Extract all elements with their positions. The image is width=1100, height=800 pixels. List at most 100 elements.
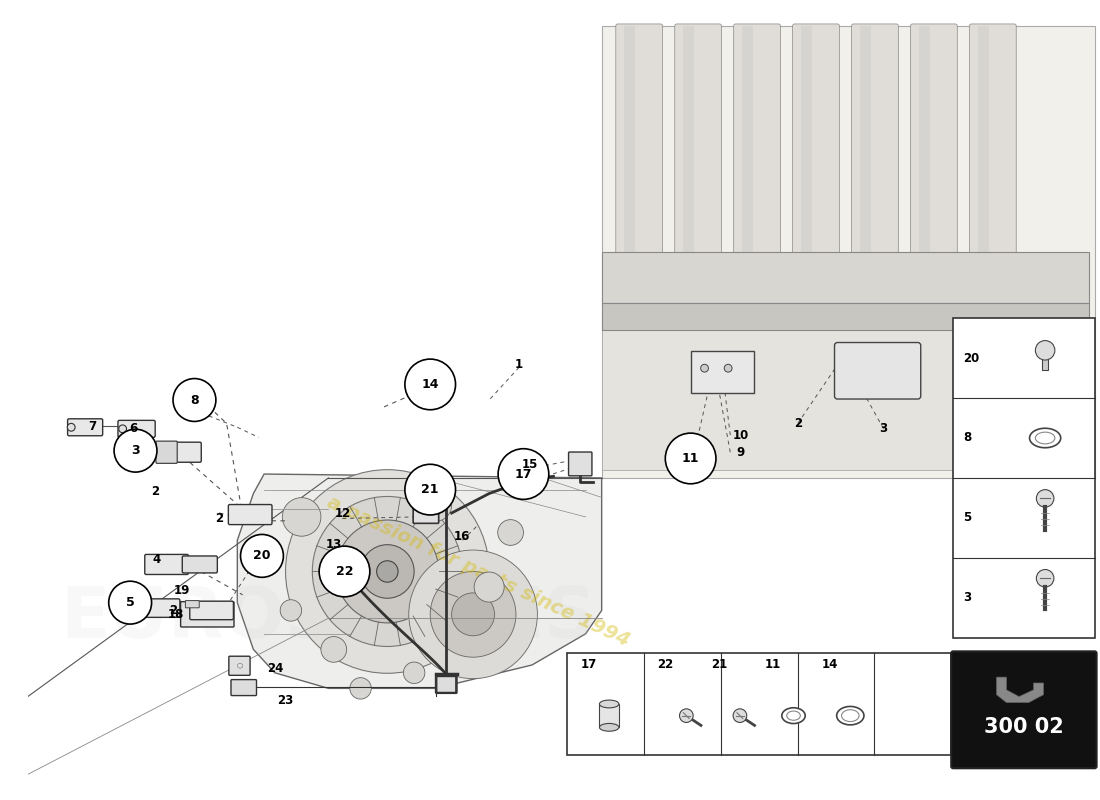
Bar [801,26,812,260]
Bar [602,330,1089,470]
Text: 20: 20 [962,352,979,365]
Polygon shape [238,474,602,688]
Circle shape [361,545,414,598]
Bar [978,26,989,260]
Polygon shape [997,677,1044,702]
Text: 20: 20 [253,550,271,562]
Text: 15: 15 [521,458,538,471]
Text: a passion for parts since 1994: a passion for parts since 1994 [324,493,632,650]
Text: 17: 17 [515,467,532,481]
Text: 5: 5 [125,596,134,609]
Text: 14: 14 [822,658,838,671]
Circle shape [666,433,716,484]
FancyBboxPatch shape [140,599,179,618]
Text: 11: 11 [682,452,700,465]
Circle shape [405,464,455,515]
Text: ⬡: ⬡ [236,662,242,669]
Text: 3: 3 [962,591,971,604]
Text: EUROSPARES: EUROSPARES [60,584,596,653]
FancyBboxPatch shape [186,601,199,608]
Circle shape [680,709,693,722]
Circle shape [321,637,346,662]
Text: 10: 10 [733,429,749,442]
Bar [624,26,635,260]
Text: 17: 17 [580,658,596,671]
Circle shape [376,561,398,582]
FancyBboxPatch shape [616,24,662,262]
Text: 16: 16 [454,530,471,543]
Text: 2: 2 [169,604,177,617]
FancyBboxPatch shape [183,556,218,573]
FancyBboxPatch shape [734,24,781,262]
Text: 14: 14 [421,378,439,391]
Circle shape [331,557,358,582]
Bar [1042,350,1048,370]
Text: 11: 11 [764,658,781,671]
Text: 12: 12 [334,506,351,519]
Text: 3: 3 [880,422,888,435]
Text: 24: 24 [266,662,283,675]
Circle shape [419,489,452,522]
Circle shape [430,571,516,657]
FancyBboxPatch shape [437,677,455,693]
Text: 6: 6 [129,422,138,435]
FancyBboxPatch shape [156,441,177,463]
Ellipse shape [786,711,801,720]
Circle shape [350,678,372,699]
Text: 3: 3 [131,444,140,457]
Ellipse shape [600,723,619,731]
Text: 7: 7 [89,420,97,433]
Text: 22: 22 [658,658,673,671]
Circle shape [312,497,462,646]
FancyBboxPatch shape [569,452,592,476]
Circle shape [498,449,549,499]
FancyBboxPatch shape [835,342,921,399]
Circle shape [241,534,284,578]
Circle shape [119,425,126,433]
Bar [602,26,1094,478]
Circle shape [404,662,425,683]
Ellipse shape [782,708,805,723]
Circle shape [701,364,708,372]
FancyBboxPatch shape [331,559,359,581]
Circle shape [733,709,747,722]
Text: 23: 23 [277,694,294,706]
Text: 2: 2 [214,512,223,525]
Text: 18: 18 [168,608,185,621]
FancyBboxPatch shape [67,419,102,436]
FancyBboxPatch shape [180,602,234,627]
Bar [568,654,952,754]
Ellipse shape [837,706,864,725]
Bar [683,26,694,260]
Circle shape [280,600,301,621]
FancyBboxPatch shape [691,351,754,393]
Circle shape [114,430,157,472]
Ellipse shape [1030,428,1060,448]
FancyBboxPatch shape [229,656,250,675]
Text: 2: 2 [794,417,802,430]
FancyBboxPatch shape [190,601,233,620]
Bar [602,252,1089,302]
Circle shape [336,520,439,623]
Text: 21: 21 [421,483,439,496]
Circle shape [173,378,216,422]
Text: 9: 9 [737,446,745,458]
Circle shape [452,593,495,636]
Bar [954,318,1094,638]
Text: 2: 2 [151,485,158,498]
FancyBboxPatch shape [229,505,272,525]
FancyBboxPatch shape [851,24,899,262]
Text: 300 02: 300 02 [984,717,1064,737]
Text: 13: 13 [326,538,342,550]
Ellipse shape [1035,432,1055,444]
FancyBboxPatch shape [969,24,1016,262]
Circle shape [1036,490,1054,507]
Bar [600,704,619,727]
Circle shape [1035,341,1055,360]
Text: 1: 1 [515,358,524,371]
Circle shape [286,470,490,674]
FancyBboxPatch shape [118,420,155,438]
FancyBboxPatch shape [145,554,188,574]
Circle shape [497,520,524,546]
Circle shape [283,498,321,536]
